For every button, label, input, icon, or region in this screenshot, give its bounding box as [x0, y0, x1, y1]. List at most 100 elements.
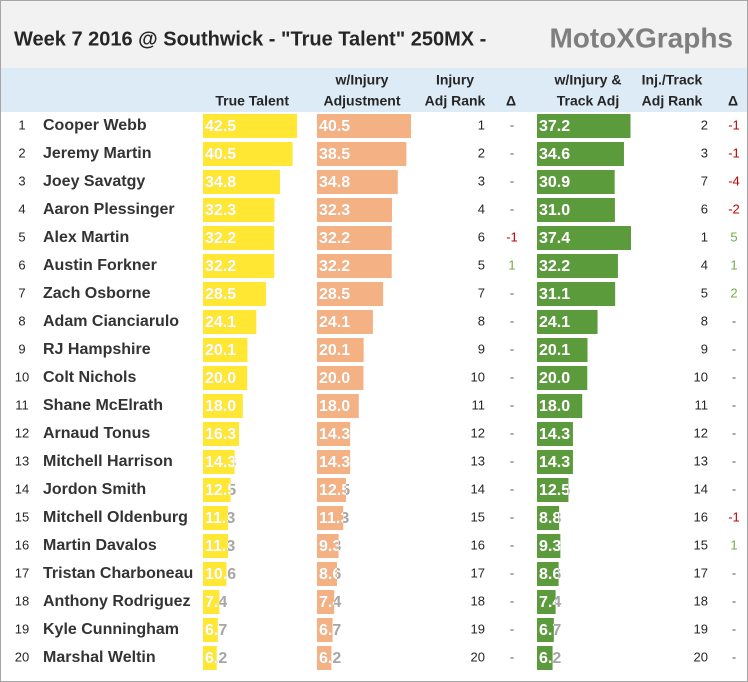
injury-delta: - — [510, 117, 514, 132]
bar-value: 34.8 — [205, 174, 236, 191]
data-bar — [203, 254, 275, 278]
row-rank: 18 — [15, 593, 29, 608]
bar-value: 8.6 — [539, 566, 561, 583]
bar-value-on-bar: 28.5 — [205, 286, 236, 303]
data-bar — [537, 478, 569, 502]
bar-value-on-bar: 24.1 — [539, 314, 570, 331]
bar-value: 40.5 — [205, 146, 236, 163]
bar-value-on-bar: 11.3 — [205, 510, 235, 527]
track-delta: -4 — [728, 173, 740, 188]
bar-value-on-bar: 7.4 — [539, 594, 561, 611]
bar-value: 28.5 — [205, 286, 236, 303]
bar-value-on-bar: 20.0 — [319, 370, 350, 387]
row-rank: 7 — [18, 285, 25, 300]
rider-name: Tristan Charboneau — [43, 565, 193, 582]
data-bar — [317, 142, 407, 166]
data-bar — [203, 618, 218, 642]
bar-value-on-bar: 24.1 — [319, 314, 350, 331]
data-bar — [537, 422, 573, 446]
data-bar — [317, 226, 392, 250]
bar-value: 34.8 — [319, 174, 350, 191]
row-rank: 8 — [18, 313, 25, 328]
column-header: Adj Rank — [642, 93, 703, 109]
bar-value: 8.8 — [539, 510, 561, 527]
data-bar — [537, 170, 615, 194]
column-header: w/Injury & — [554, 72, 622, 88]
injury-rank: 1 — [478, 117, 485, 132]
track-rank: 19 — [694, 621, 708, 636]
data-bar — [537, 198, 615, 222]
injury-rank: 12 — [471, 425, 485, 440]
bar-value-on-bar: 12.5 — [539, 482, 570, 499]
injury-delta: - — [510, 145, 514, 160]
data-bar — [537, 114, 631, 138]
rider-name: Arnaud Tonus — [43, 425, 150, 442]
bar-value: 6.7 — [205, 622, 227, 639]
bar-value-on-bar: 31.0 — [539, 202, 570, 219]
injury-delta: - — [510, 509, 514, 524]
data-bar — [537, 282, 616, 306]
injury-delta: - — [510, 285, 514, 300]
title: Week 7 2016 @ Southwick - "True Talent" … — [14, 28, 486, 50]
row-rank: 2 — [18, 145, 25, 160]
injury-rank: 17 — [471, 565, 485, 580]
rider-name: Cooper Webb — [43, 117, 147, 134]
track-delta: - — [732, 397, 736, 412]
bar-value-on-bar: 20.0 — [539, 370, 570, 387]
injury-delta: - — [510, 425, 514, 440]
bar-value-on-bar: 40.5 — [319, 118, 350, 135]
data-bar — [537, 366, 588, 390]
bar-value: 14.3 — [539, 454, 570, 471]
bar-value-on-bar: 32.2 — [319, 258, 350, 275]
bar-value: 32.2 — [319, 258, 350, 275]
bar-value: 20.0 — [205, 370, 236, 387]
bar-value: 32.2 — [539, 258, 570, 275]
injury-delta: 1 — [508, 257, 515, 272]
rider-name: Colt Nichols — [43, 369, 136, 386]
injury-delta: - — [510, 649, 514, 664]
bar-value-on-bar: 37.4 — [539, 230, 570, 247]
bar-value: 20.0 — [319, 370, 350, 387]
bar-value-on-bar: 32.3 — [319, 202, 350, 219]
track-rank: 1 — [701, 229, 708, 244]
bar-value: 32.2 — [205, 258, 236, 275]
rider-name: Kyle Cunningham — [43, 621, 179, 638]
injury-rank: 20 — [471, 649, 485, 664]
row-rank: 19 — [15, 621, 29, 636]
column-header: Inj./Track — [642, 72, 703, 88]
data-bar — [317, 254, 392, 278]
injury-delta: - — [510, 201, 514, 216]
rider-name: Jordon Smith — [43, 481, 146, 498]
bar-value: 11.3 — [205, 538, 235, 555]
injury-delta: - — [510, 537, 514, 552]
data-bar — [537, 534, 561, 558]
injury-delta: - — [510, 565, 514, 580]
data-bar — [317, 422, 351, 446]
data-bar — [317, 590, 335, 614]
bar-value: 32.2 — [205, 230, 236, 247]
injury-rank: 9 — [478, 341, 485, 356]
bar-value-on-bar: 6.7 — [205, 622, 227, 639]
bar-value-on-bar: 6.2 — [319, 650, 341, 667]
track-delta: -1 — [728, 117, 740, 132]
bar-value-on-bar: 14.3 — [319, 426, 350, 443]
bar-value: 37.2 — [539, 118, 570, 135]
bar-value-on-bar: 11.3 — [205, 538, 235, 555]
bar-value-on-bar: 8.6 — [319, 566, 341, 583]
bar-value-on-bar: 7.4 — [205, 594, 227, 611]
track-delta: 1 — [730, 537, 737, 552]
row-rank: 20 — [15, 649, 29, 664]
bar-value-on-bar: 30.9 — [539, 174, 570, 191]
track-rank: 3 — [701, 145, 708, 160]
rider-name: Joey Savatgy — [43, 173, 145, 190]
track-delta: - — [732, 369, 736, 384]
bar-value-on-bar: 6.7 — [319, 622, 341, 639]
bar-value-on-bar: 9.3 — [539, 538, 561, 555]
rider-name: Jeremy Martin — [43, 145, 152, 162]
rider-name: Alex Martin — [43, 229, 129, 246]
track-rank: 4 — [701, 257, 708, 272]
track-rank: 17 — [694, 565, 708, 580]
bar-value-on-bar: 32.3 — [205, 202, 236, 219]
rider-name: Mitchell Oldenburg — [43, 509, 188, 526]
bar-value-on-bar: 32.2 — [539, 258, 570, 275]
